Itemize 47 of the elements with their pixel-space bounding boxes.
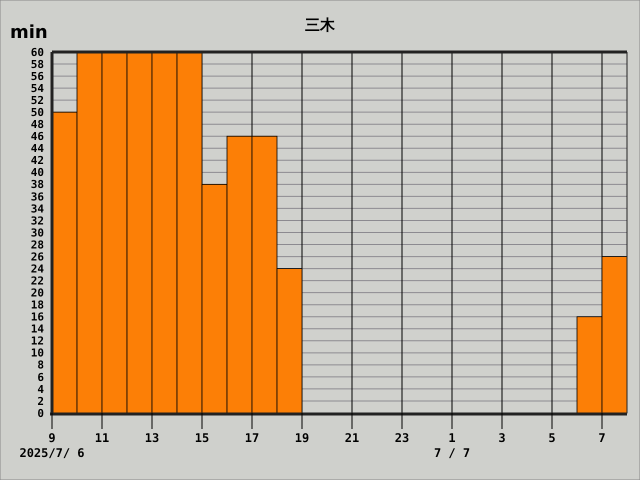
- y-tick-label: 46: [30, 130, 44, 144]
- y-tick-label: 36: [30, 190, 44, 204]
- x-tick-label: 15: [194, 431, 210, 445]
- x-tick-label: 9: [48, 431, 56, 445]
- y-tick-label: 26: [30, 250, 44, 264]
- y-tick-label: 6: [37, 370, 44, 384]
- y-tick-label: 8: [37, 358, 44, 372]
- y-tick-label: 50: [30, 106, 44, 120]
- y-tick-label: 34: [30, 202, 44, 216]
- x-tick-label: 1: [448, 431, 456, 445]
- y-tick-label: 40: [30, 166, 44, 180]
- text: 7 / 7: [434, 446, 470, 460]
- y-tick-label: 20: [30, 286, 44, 300]
- text: 2025/7/ 6: [19, 446, 85, 460]
- y-tick-label: 32: [30, 214, 44, 228]
- y-tick-label: 56: [30, 70, 44, 83]
- chart-title: 三木: [305, 16, 336, 34]
- y-tick-label: 42: [30, 154, 44, 168]
- x-tick-label: 23: [394, 431, 410, 445]
- y-tick-label: 12: [30, 334, 44, 348]
- y-tick-label: 16: [30, 310, 44, 324]
- y-tick-label: 10: [30, 346, 44, 360]
- x-tick-label: 7: [598, 431, 606, 445]
- y-tick-label: 22: [30, 274, 44, 288]
- y-tick-label: 48: [30, 118, 44, 132]
- y-tick-label: 4: [37, 382, 44, 396]
- y-tick-label: 24: [30, 262, 44, 276]
- x-tick-label: 21: [344, 431, 360, 445]
- y-tick-label: 14: [30, 322, 44, 336]
- x-tick-label: 19: [294, 431, 310, 445]
- y-tick-label: 58: [30, 58, 44, 71]
- x-tick-label: 13: [144, 431, 160, 445]
- y-tick-label: 44: [30, 142, 44, 156]
- y-tick-label: 18: [30, 298, 44, 312]
- x-tick-label: 11: [94, 431, 110, 445]
- y-tick-label: 38: [30, 178, 44, 192]
- y-axis-title: min: [10, 22, 48, 43]
- y-tick-label: 52: [30, 94, 44, 107]
- y-tick-label: 2: [37, 394, 44, 408]
- y-tick-label: 60: [30, 46, 44, 59]
- x-tick-label: 5: [548, 431, 556, 445]
- y-tick-label: 0: [37, 406, 44, 420]
- x-tick-label: 3: [498, 431, 506, 445]
- x-tick-label: 17: [244, 431, 260, 445]
- y-tick-label: 54: [30, 82, 44, 95]
- y-tick-label: 28: [30, 238, 44, 252]
- y-tick-label: 30: [30, 226, 44, 240]
